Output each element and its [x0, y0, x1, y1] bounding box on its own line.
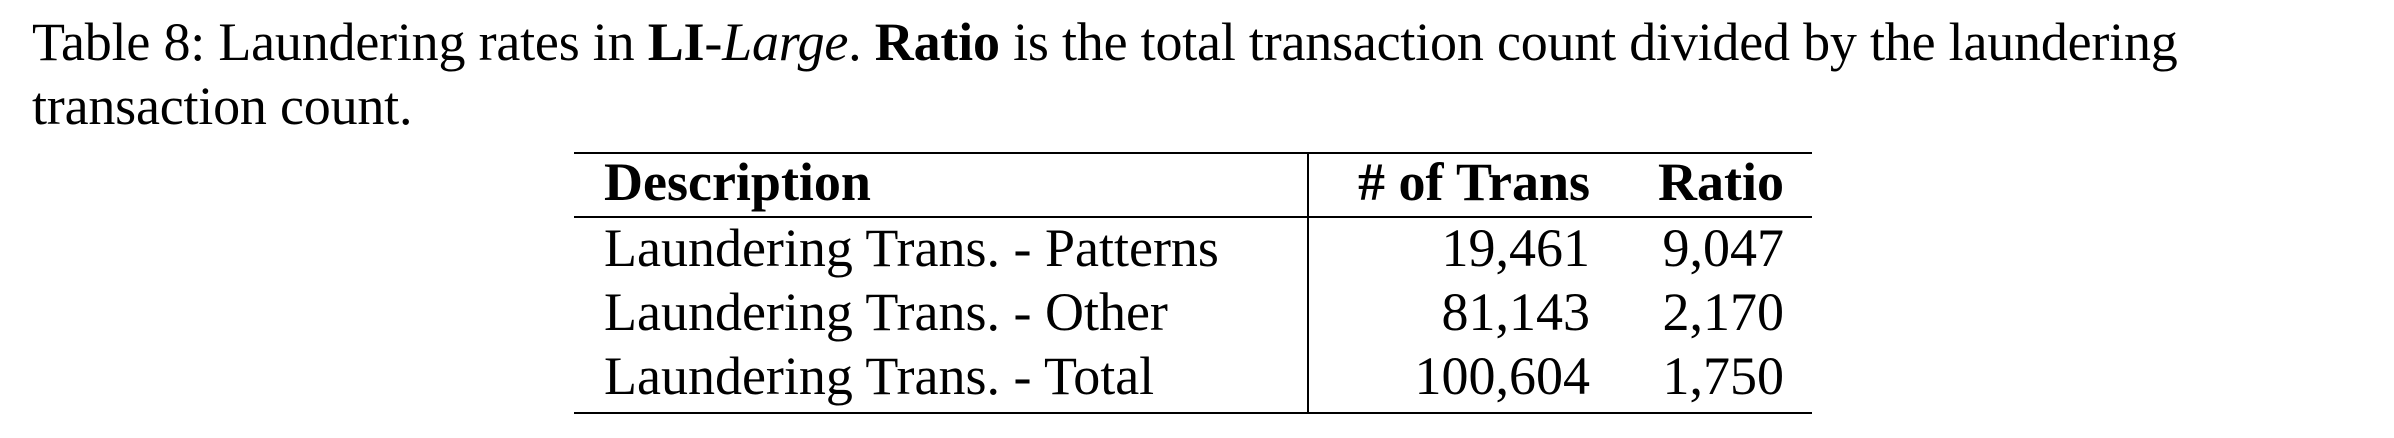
- table-top-rule: [574, 152, 1812, 154]
- row-ratio: 9,047: [1662, 218, 1785, 278]
- header-trans-count: # of Trans: [1357, 152, 1590, 212]
- table-caption: Table 8: Laundering rates in LI-Large. R…: [32, 10, 2372, 138]
- table-bottom-rule: [574, 412, 1812, 414]
- row-trans-count: 81,143: [1441, 282, 1591, 342]
- caption-dataset-name: LI: [647, 12, 705, 72]
- caption-text: Laundering rates in: [205, 12, 648, 72]
- table-header-rule: [574, 216, 1812, 218]
- caption-dataset-size: Large: [722, 12, 849, 72]
- row-ratio: 2,170: [1662, 282, 1785, 342]
- row-trans-count: 19,461: [1441, 218, 1591, 278]
- row-trans-count: 100,604: [1414, 346, 1591, 406]
- laundering-rates-table: Description # of Trans Ratio Laundering …: [574, 152, 1812, 414]
- header-description: Description: [604, 152, 871, 212]
- row-description: Laundering Trans. - Other: [604, 282, 1168, 342]
- row-description: Laundering Trans. - Total: [604, 346, 1155, 406]
- row-description: Laundering Trans. - Patterns: [604, 218, 1219, 278]
- caption-label: Table 8:: [32, 12, 206, 72]
- caption-text: is the total transaction count divided b…: [32, 12, 2178, 136]
- row-ratio: 1,750: [1662, 346, 1785, 406]
- caption-dash: -: [704, 12, 723, 72]
- table-column-divider: [1307, 152, 1309, 414]
- caption-text: .: [848, 12, 875, 72]
- header-ratio: Ratio: [1658, 152, 1784, 212]
- caption-ratio-term: Ratio: [874, 12, 1000, 72]
